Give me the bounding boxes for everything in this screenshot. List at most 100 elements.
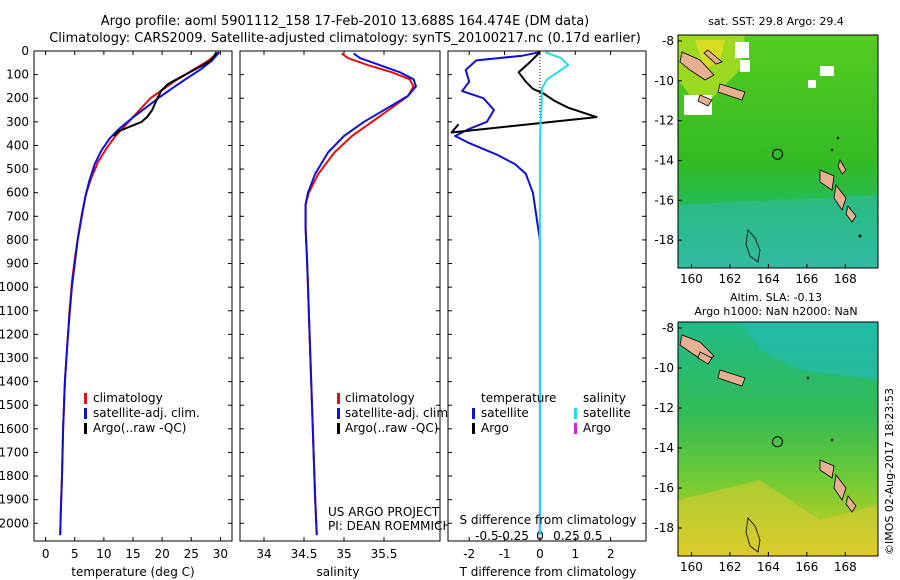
sst-missing-data: [735, 42, 749, 58]
latitude-tick-label: -18: [654, 521, 674, 535]
salinity-panel: 34 34.5 35 35.5 salinity climatology satell…: [239, 50, 452, 579]
legend-swatch-argo: [337, 423, 340, 434]
sst-map-frame: [677, 34, 879, 269]
temperature-tick-label: 10: [96, 547, 111, 561]
sla-high-patch: [740, 322, 878, 380]
island: [703, 49, 723, 65]
depth-tick-label: 700: [6, 209, 29, 223]
depth-tick-label: 400: [6, 138, 29, 152]
legend-swatch-sal-argo: [574, 423, 577, 434]
reef-dot: [830, 438, 834, 442]
temperature-axes-frame: [33, 50, 233, 542]
series-line: [59, 51, 220, 536]
imos-credit: ©IMOS 02-Aug-2017 18:23:53: [883, 388, 896, 555]
latitude-tick-label: -10: [654, 74, 674, 88]
sst-missing-data: [740, 60, 750, 72]
depth-tick-label: 1700: [0, 445, 29, 459]
legend-label-temp-argo: Argo: [481, 421, 509, 435]
temperature-panel: 0100200300400500600700800900100011001200…: [0, 44, 233, 579]
series-line: [538, 51, 570, 536]
depth-tick-label: 200: [6, 91, 29, 105]
sst-warm-patch: [678, 35, 745, 100]
reef-dot: [830, 148, 834, 152]
salinity-axis-label: salinity: [316, 565, 359, 579]
legend-swatch-satellite: [84, 408, 87, 419]
legend-label-argo: Argo(..raw -QC): [345, 421, 438, 435]
difference-series: [450, 51, 598, 536]
depth-tick-label: 1300: [0, 351, 29, 365]
latitude-tick-label: -8: [662, 34, 674, 48]
longitude-tick-label: 162: [718, 560, 741, 574]
legend-label-satellite: satellite-adj. clim.: [345, 406, 452, 420]
legend-swatch-climatology: [84, 393, 87, 404]
sla-map-title-line1: Altim. SLA: -0.13: [730, 291, 822, 304]
salinity-legend: climatology satellite-adj. clim. Argo(..…: [337, 391, 452, 435]
salinity-tick-label: 34.5: [291, 547, 318, 561]
legend-title-temperature: temperature: [481, 391, 556, 405]
series-line: [113, 51, 218, 137]
temperature-tick-label: 25: [184, 547, 199, 561]
temperature-tick-label: 20: [154, 547, 169, 561]
sla-longitude-ticks: 160 162 164 166 168: [680, 552, 857, 574]
depth-tick-label: 1000: [0, 280, 29, 294]
temperature-axis-label: temperature (deg C): [71, 565, 194, 579]
island: [679, 51, 715, 81]
legend-label-temp-satellite: satellite: [481, 406, 529, 420]
salinity-tick-label: 34: [256, 547, 271, 561]
figure-title-line2: Climatology: CARS2009. Satellite-adjuste…: [49, 31, 641, 46]
island: [833, 474, 847, 501]
depth-tick-label: 300: [6, 115, 29, 129]
depth-tick-label: 1900: [0, 493, 29, 507]
temperature-tick-label: 15: [125, 547, 140, 561]
sst-missing-data: [808, 80, 816, 88]
temperature-tick-label: 5: [71, 547, 79, 561]
sst-map-title: sat. SST: 29.8 Argo: 29.4: [708, 15, 844, 28]
sla-latitude-ticks: -8 -10 -12 -14 -16 -18: [654, 321, 682, 535]
reef-outline: [745, 229, 761, 263]
latitude-tick-label: -14: [654, 441, 674, 455]
legend-swatch-argo: [84, 423, 87, 434]
depth-axis: 0 100 200 300 400 500 600 700 800 900 1000 1100 1200…: [0, 44, 232, 530]
depth-tick-label: 100: [6, 68, 29, 82]
longitude-tick-label: 166: [795, 272, 818, 286]
depth-tick-label: 900: [6, 257, 29, 271]
island: [697, 94, 713, 107]
s-difference-tick-label: 0.5: [583, 529, 602, 543]
salinity-axes-frame: [239, 50, 441, 542]
sst-longitude-ticks: 160 162 164 166 168: [680, 264, 857, 286]
s-difference-tick-label: -0.5: [475, 529, 498, 543]
t-difference-tick-label: 0: [536, 547, 544, 561]
depth-tick-label: 1500: [0, 398, 29, 412]
temperature-legend: climatology satellite-adj. clim. Argo(..…: [84, 391, 200, 435]
profile-location-marker: [772, 148, 783, 160]
reef-dot: [836, 136, 840, 140]
s-difference-tick-label: 0.25: [553, 529, 580, 543]
longitude-tick-label: 168: [834, 272, 857, 286]
t-difference-axis: -2 -1 0 1 2: [463, 51, 614, 561]
t-difference-tick-label: 2: [607, 547, 615, 561]
sla-warm-patch: [678, 480, 878, 556]
temperature-tick-label: 0: [42, 547, 50, 561]
salinity-depth-ticks: [240, 50, 440, 524]
sst-cool-patch: [678, 195, 878, 268]
sla-map-title-line2: Argo h1000: NaN h2000: NaN: [694, 305, 857, 318]
longitude-tick-label: 168: [834, 560, 857, 574]
sla-map-frame: [677, 321, 879, 557]
depth-tick-label: 500: [6, 162, 29, 176]
island: [819, 169, 835, 191]
legend-swatch-climatology: [337, 393, 340, 404]
series-line: [304, 52, 417, 536]
island: [837, 159, 847, 175]
reef-dot: [858, 234, 862, 238]
longitude-tick-label: 166: [795, 560, 818, 574]
depth-tick-label: 2000: [0, 516, 29, 530]
reef-outline: [745, 517, 761, 553]
legend-swatch-temp-satellite: [472, 408, 475, 419]
depth-tick-label: 1400: [0, 375, 29, 389]
longitude-tick-label: 160: [680, 272, 703, 286]
legend-label-argo: Argo(..raw -QC): [93, 421, 186, 435]
temperature-series: [59, 51, 220, 536]
depth-tick-label: 1800: [0, 469, 29, 483]
difference-legend: temperature salinity satellite Argo sate…: [472, 391, 631, 435]
latitude-tick-label: -12: [654, 114, 674, 128]
